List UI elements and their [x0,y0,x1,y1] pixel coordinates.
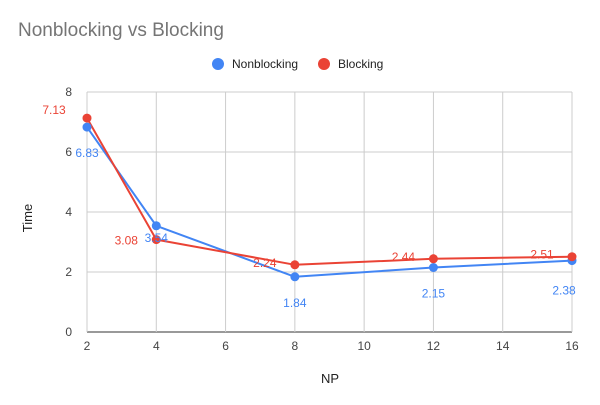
gridlines [86,91,573,333]
series-line-nonblocking [86,126,573,278]
x-tick-label: 16 [565,339,579,353]
y-tick-label: 8 [65,85,72,99]
data-point-nonblocking [151,221,161,231]
legend-marker-blocking [318,58,330,70]
data-label-blocking: 2.51 [530,248,554,262]
data-label-nonblocking: 3.54 [145,231,169,245]
chart-title: Nonblocking vs Blocking [18,20,224,41]
data-point-blocking [151,235,161,245]
y-axis-title: Time [20,204,35,232]
data-label-blocking: 2.44 [392,250,416,264]
data-point-blocking [290,260,300,270]
data-label-blocking: 3.08 [115,234,139,248]
data-point-nonblocking [428,263,438,272]
data-point-nonblocking [82,122,92,132]
x-tick-label: 10 [357,339,371,353]
x-tick-label: 14 [496,339,510,353]
y-tick-label: 0 [65,325,72,339]
legend-marker-nonblocking [212,58,224,70]
data-point-blocking [567,252,577,262]
x-tick-label: 6 [222,339,229,353]
legend-label-nonblocking: Nonblocking [232,57,298,71]
x-tick-label: 8 [292,339,299,353]
data-label-nonblocking: 2.38 [552,284,576,298]
x-axis-title: NP [321,371,339,386]
data-label-blocking: 7.13 [42,103,66,117]
data-point-blocking [82,113,92,123]
data-label-nonblocking: 2.15 [422,287,446,301]
data-label-blocking: 2.24 [253,256,277,270]
legend: Nonblocking Blocking [212,57,383,71]
y-tick-label: 6 [65,145,72,159]
legend-label-blocking: Blocking [338,57,383,71]
y-tick-label: 4 [65,205,72,219]
x-tick-label: 4 [153,339,160,353]
series-lines [86,117,573,278]
series-points [82,113,577,282]
data-label-nonblocking: 6.83 [75,146,99,160]
data-point-nonblocking [290,272,300,282]
x-tick-label: 12 [427,339,441,353]
y-tick-label: 2 [65,265,72,279]
data-point-blocking [428,254,438,264]
data-label-nonblocking: 1.84 [283,296,307,310]
x-tick-label: 2 [84,339,91,353]
data-labels: 6.83 3.54 1.84 2.15 2.38 7.13 3.08 2.24 2.44 2.51 [42,103,576,310]
